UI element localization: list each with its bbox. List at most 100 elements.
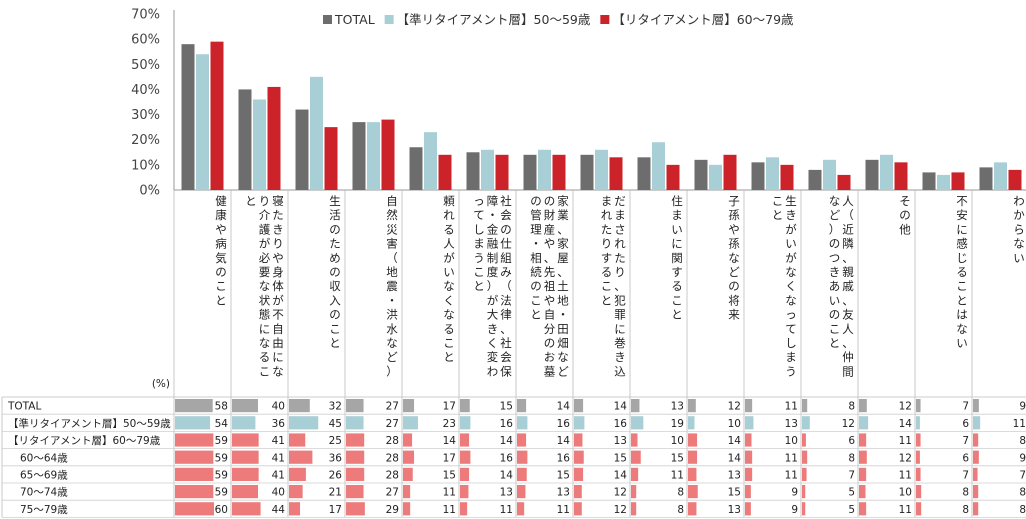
category-label-char: こ — [443, 336, 455, 350]
table-cell-value: 28 — [386, 470, 399, 482]
bar — [1008, 169, 1022, 190]
table-cell-value: 10 — [728, 418, 741, 430]
category-label-char: 変 — [487, 350, 499, 364]
table-cell-bar — [859, 433, 867, 447]
bar — [324, 127, 338, 190]
category-label-char: 制 — [487, 251, 499, 265]
table-cell-bar — [745, 502, 751, 516]
category-label-char: 護 — [259, 222, 271, 236]
bar — [666, 164, 680, 190]
bar — [409, 147, 423, 190]
category-label-char: て — [785, 322, 797, 336]
category-label-char: 要 — [259, 265, 271, 279]
category-label-char: 収 — [329, 279, 341, 293]
table-cell-value: 11 — [785, 470, 798, 482]
y-tick-label: 0% — [139, 184, 160, 199]
category-label-char: 健 — [215, 194, 227, 208]
table-cell-bar — [973, 467, 978, 481]
table-cell-value: 5 — [848, 487, 855, 499]
category-label-char: や — [728, 222, 740, 236]
category-label-char: 状 — [259, 293, 271, 307]
category-label-char: 生 — [329, 194, 341, 208]
bar — [652, 142, 665, 190]
table-cell-value: 25 — [329, 435, 342, 447]
table-cell-value: 6 — [848, 435, 855, 447]
bar — [238, 89, 252, 190]
table-cell-bar — [460, 399, 470, 413]
table-cell-bar — [517, 433, 527, 447]
bar — [937, 174, 950, 190]
y-tick-label: 60% — [131, 33, 160, 48]
category-label-char: 、 — [557, 265, 569, 279]
table-cell-value: 10 — [785, 435, 798, 447]
table-cell-value: 28 — [386, 452, 399, 464]
category-label-char: 金 — [487, 222, 499, 236]
table-cell-value: 12 — [728, 401, 741, 413]
bar — [837, 174, 851, 190]
category-label-char: な — [829, 194, 841, 208]
category-label-char: た — [329, 237, 341, 251]
table-cell-bar — [574, 399, 584, 413]
table-cell-bar — [802, 399, 808, 413]
category-label-char: り — [614, 265, 626, 279]
table-cell-bar — [859, 416, 869, 430]
category-label-char: ） — [487, 279, 499, 293]
table-cell-value: 11 — [1013, 418, 1026, 430]
category-label-char: （ — [386, 251, 398, 265]
category-label-char: 水 — [386, 322, 398, 336]
table-cell-value: 26 — [329, 470, 343, 482]
category-label-char: き — [785, 208, 797, 222]
y-tick-label: 40% — [131, 83, 160, 98]
table-cell-bar — [232, 502, 261, 516]
category-label-char: の — [899, 208, 911, 222]
category-label-char: し — [473, 222, 485, 236]
table-cell-value: 8 — [848, 452, 855, 464]
category-label-char: の — [544, 336, 556, 350]
category-label-char: に — [956, 222, 968, 236]
table-cell-bar — [346, 399, 364, 413]
category-label-char: り — [601, 237, 613, 251]
table-cell-bar — [688, 485, 698, 499]
table-cell-bar — [802, 450, 808, 464]
category-label-char: と — [671, 308, 683, 322]
bar — [267, 86, 281, 190]
category-label-char: こ — [473, 265, 485, 279]
table-cell-bar — [232, 399, 258, 413]
category-label-char: 屋 — [557, 251, 569, 265]
table-cell-bar — [175, 450, 214, 464]
table-cell-bar — [517, 485, 526, 499]
table-cell-value: 17 — [329, 504, 342, 516]
bar — [310, 76, 323, 190]
table-cell-value: 27 — [386, 401, 399, 413]
table-cell-bar — [346, 467, 365, 481]
category-label-char: 土 — [557, 279, 569, 293]
table-cell-value: 11 — [899, 504, 912, 516]
category-label-char: 社 — [500, 336, 512, 350]
category-label-char: と — [601, 293, 613, 307]
legend-swatch — [323, 15, 332, 24]
table-cell-bar — [403, 467, 413, 481]
table-cell-value: 27 — [386, 418, 399, 430]
table-cell-bar — [289, 399, 310, 413]
category-label-char: き — [487, 322, 499, 336]
bar — [295, 109, 309, 190]
table-cell-bar — [346, 450, 365, 464]
category-label-char: れ — [614, 237, 626, 251]
category-label-char: な — [272, 364, 284, 378]
bar — [381, 119, 395, 190]
table-cell-value: 11 — [785, 401, 798, 413]
table-cell-value: 14 — [728, 452, 742, 464]
table-row-label: 75～79歳 — [20, 504, 68, 516]
table-cell-bar — [745, 450, 753, 464]
category-label-char: 家 — [557, 237, 569, 251]
table-cell-value: 32 — [329, 401, 342, 413]
table-cell-bar — [517, 467, 527, 481]
table-cell-bar — [631, 467, 639, 481]
bar — [865, 159, 879, 190]
bar — [880, 154, 893, 190]
category-label-char: こ — [956, 279, 968, 293]
table-cell-bar — [517, 502, 525, 516]
table-cell-value: 8 — [962, 504, 969, 516]
